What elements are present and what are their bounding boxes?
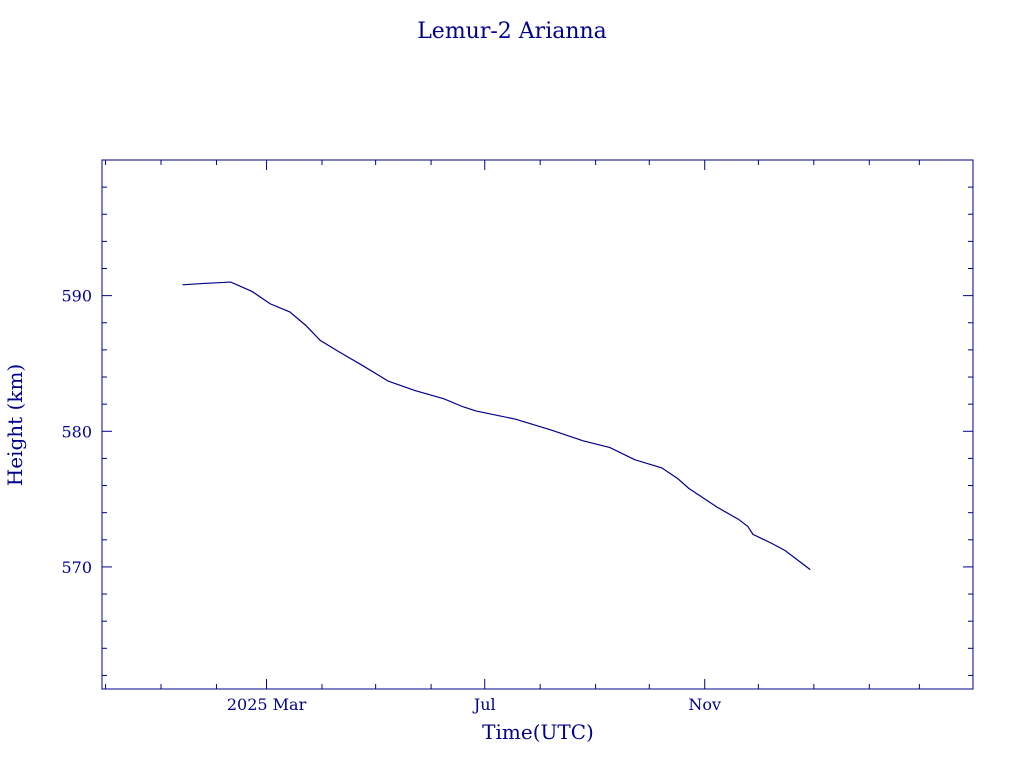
x-tick-label: Nov (688, 695, 721, 714)
y-tick-label: 580 (61, 422, 92, 441)
chart-title: Lemur-2 Arianna (417, 19, 607, 44)
plot-frame (101, 159, 974, 690)
height-series-line (182, 281, 811, 571)
x-tick-label: Jul (472, 695, 496, 714)
x-axis: 2025 Mar Jul Nov (105, 160, 920, 714)
y-axis-label: Height (km) (3, 364, 27, 486)
x-tick-label: 2025 Mar (227, 695, 307, 714)
y-tick-label: 570 (61, 558, 92, 577)
y-tick-label: 590 (61, 287, 92, 306)
x-axis-label: Time(UTC) (482, 720, 594, 744)
y-axis: 570 580 590 (61, 159, 973, 676)
